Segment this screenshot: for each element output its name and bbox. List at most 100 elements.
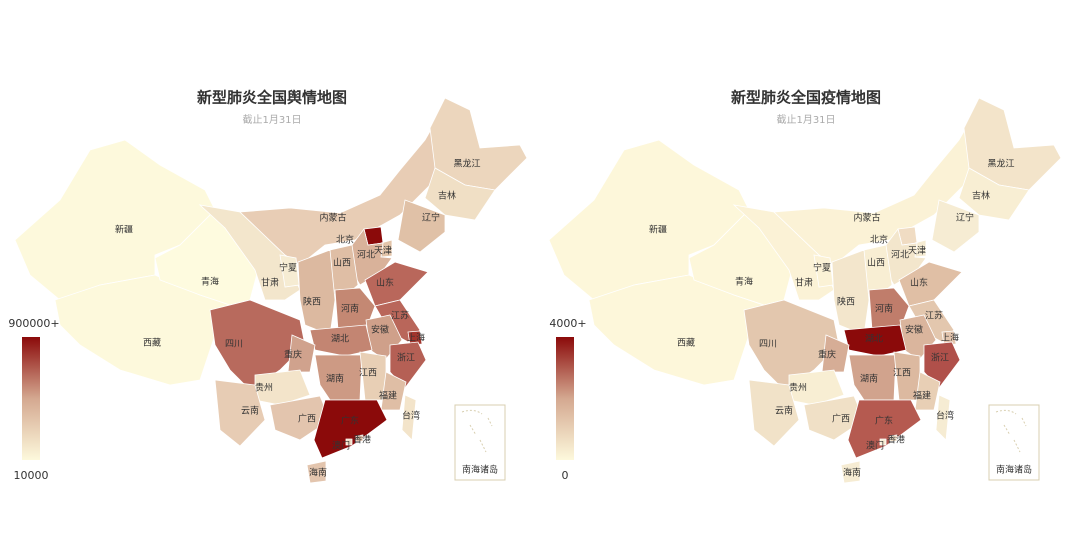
province	[313, 399, 388, 459]
legend-max: 4000+	[549, 317, 586, 330]
province-label: 香港	[887, 434, 905, 446]
inset-box	[988, 404, 1040, 481]
province-label: 河南	[875, 303, 893, 315]
province	[889, 434, 898, 443]
legend-min: 0	[562, 469, 569, 482]
province	[941, 330, 957, 346]
province	[914, 371, 941, 411]
province-label: 湖南	[326, 373, 344, 385]
province	[397, 199, 446, 253]
province	[287, 334, 316, 373]
province-label: 广东	[875, 415, 893, 427]
province	[879, 438, 887, 446]
province-label: 海南	[843, 467, 861, 479]
province-label: 安徽	[371, 324, 389, 336]
map-subtitle: 截止1月31日	[242, 113, 301, 126]
province-label: 青海	[201, 276, 219, 288]
province-label: 贵州	[789, 382, 807, 394]
province-label: 新疆	[649, 224, 667, 236]
province-label: 云南	[241, 405, 259, 417]
province-label: 山西	[867, 258, 885, 269]
province-label: 天津	[374, 246, 392, 257]
inset-label: 南海诸岛	[462, 464, 498, 476]
inset-islands	[461, 409, 493, 453]
legend-min: 10000	[14, 469, 49, 482]
province-label: 台湾	[936, 410, 954, 422]
map-title: 新型肺炎全国舆情地图	[197, 89, 347, 107]
province-label: 北京	[336, 234, 354, 246]
province-label: 内蒙古	[853, 212, 880, 224]
province	[345, 438, 353, 446]
province-label: 甘肃	[261, 277, 279, 289]
province-label: 吉林	[972, 190, 990, 202]
province	[407, 330, 423, 346]
province	[748, 379, 800, 447]
province-label: 湖南	[860, 373, 878, 385]
province-label: 福建	[379, 390, 397, 402]
province	[831, 249, 870, 336]
province-label: 云南	[775, 405, 793, 417]
province-label: 香港	[353, 434, 371, 446]
province-label: 河北	[357, 249, 375, 261]
province-label: 广东	[341, 415, 359, 427]
province	[389, 341, 427, 389]
map-subtitle: 截止1月31日	[776, 113, 835, 126]
province-label: 海南	[309, 467, 327, 479]
inset-label: 南海诸岛	[996, 464, 1032, 476]
province-label: 重庆	[284, 349, 302, 361]
province-label: 澳门	[332, 440, 350, 452]
province	[380, 371, 407, 411]
province-label: 陕西	[837, 296, 855, 308]
province	[868, 287, 910, 331]
province-label: 江苏	[925, 310, 943, 322]
province-label: 福建	[913, 390, 931, 402]
province-label: 重庆	[818, 349, 836, 361]
province-label: 山东	[376, 277, 394, 289]
province-label: 浙江	[397, 352, 415, 364]
province-label: 西藏	[677, 337, 695, 349]
province	[424, 167, 496, 221]
province-label: 广西	[298, 413, 316, 425]
province-label: 台湾	[402, 410, 420, 422]
province-label: 甘肃	[795, 277, 813, 289]
province-label: 宁夏	[813, 262, 831, 274]
province-label: 上海	[407, 332, 425, 344]
province-label: 广西	[832, 413, 850, 425]
province	[935, 394, 951, 441]
province-label: 新疆	[115, 224, 133, 236]
province	[214, 379, 266, 447]
province	[931, 199, 980, 253]
province-label: 天津	[908, 246, 926, 257]
province-label: 陕西	[303, 296, 321, 308]
province	[743, 299, 840, 391]
province	[297, 249, 336, 336]
province	[54, 274, 231, 386]
province-label: 上海	[941, 332, 959, 344]
province-label: 安徽	[905, 324, 923, 336]
province-label: 辽宁	[956, 212, 974, 224]
province-label: 澳门	[866, 440, 884, 452]
province	[898, 261, 963, 307]
province	[209, 299, 306, 391]
province-label: 浙江	[931, 352, 949, 364]
province	[840, 460, 861, 484]
province-label: 贵州	[255, 382, 273, 394]
legend-max: 900000+	[8, 317, 59, 330]
province	[401, 394, 417, 441]
province	[803, 395, 865, 441]
province	[355, 434, 364, 443]
legend-bar	[556, 337, 574, 460]
province-label: 山西	[333, 258, 351, 269]
province-label: 湖北	[331, 334, 349, 345]
legend-bar	[22, 337, 40, 460]
province-label: 河南	[341, 303, 359, 315]
province-label: 河北	[891, 249, 909, 261]
province-label: 山东	[910, 277, 928, 289]
province-label: 青海	[735, 276, 753, 288]
province-label: 西藏	[143, 337, 161, 349]
province	[847, 399, 922, 459]
province	[588, 274, 765, 386]
province-label: 江西	[893, 368, 911, 379]
province	[923, 341, 961, 389]
